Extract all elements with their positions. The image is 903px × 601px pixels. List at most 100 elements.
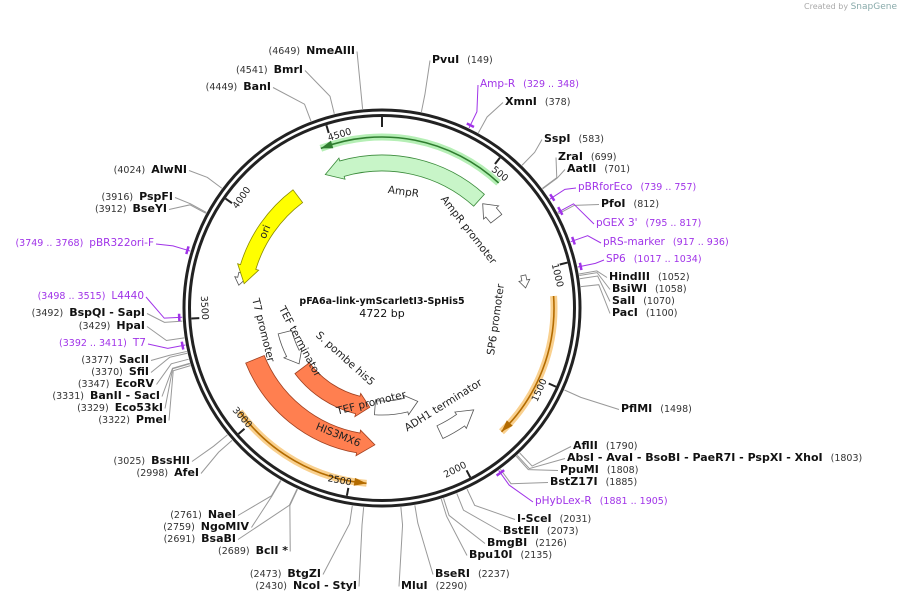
enzyme-site-label[interactable]: (3429) HpaI [79,319,145,332]
tick-label: 2500 [327,473,353,488]
enzyme-site-label[interactable]: BmgBI (2126) [487,536,567,549]
primer-label[interactable]: (3749 .. 3768) pBR322ori-F [15,237,154,249]
tick-mark [345,487,350,496]
enzyme-site-label[interactable]: (3377) SacII [81,353,149,366]
site-leader-line [322,505,353,575]
feature-label-sp6-promoter[interactable]: SP6 promoter [485,283,507,356]
tick-label: 3500 [198,296,210,321]
feature-ampr[interactable] [324,154,485,207]
enzyme-site-label[interactable]: (2689) BclI * [218,544,288,557]
cut-position: (1885) [606,477,638,488]
primer-leader-line [498,470,534,503]
enzyme-site-label[interactable]: SspI (583) [544,132,604,145]
feature-label-ampr[interactable]: AmpR [387,184,420,200]
enzyme-site-label[interactable]: BseRI (2237) [435,567,510,580]
enzyme-site-label[interactable]: PacI (1100) [612,306,677,319]
enzyme-site-label[interactable]: BstZ17I (1885) [550,475,637,488]
feature-tef-terminator[interactable] [277,329,303,365]
enzyme-site-label[interactable]: (4024) AlwNI [114,163,187,176]
enzyme-name: ZraI [558,150,583,163]
enzyme-site-label[interactable]: ZraI (699) [558,150,616,163]
enzyme-name: PflMI [621,402,652,415]
snapgene-logo: SnapGene [850,2,897,12]
enzyme-site-label[interactable]: (3492) BspQI - SapI [32,306,145,319]
enzyme-site-label[interactable]: (3347) EcoRV [78,377,155,390]
enzyme-site-label[interactable]: (3329) Eco53kI [77,401,163,414]
primer-range: (3392 .. 3411) [59,338,127,349]
enzyme-site-label[interactable]: (3322) PmeI [98,413,167,426]
primer-leader-line [570,235,602,244]
feature-sp6-promoter[interactable] [518,274,531,289]
enzyme-site-label[interactable]: (4541) BmrI [236,63,303,76]
enzyme-site-label[interactable]: AatII (701) [567,162,630,175]
enzyme-site-label[interactable]: (2430) NcoI - StyI [255,579,357,592]
enzyme-site-label[interactable]: SalI (1070) [612,294,675,307]
enzyme-site-label[interactable]: PvuI (149) [432,53,493,66]
site-leader-line [168,204,207,214]
enzyme-site-label[interactable]: (2761) NaeI [170,508,236,521]
primer-range: (917 .. 936) [673,237,729,248]
primer-range: (1017 .. 1034) [634,254,702,265]
primer-label[interactable]: (3392 .. 3411) T7 [59,337,146,349]
feature-s-pombe-his5[interactable] [294,362,371,418]
primer-label[interactable]: Amp-R (329 .. 348) [480,78,579,90]
primer-label[interactable]: pGEX 3' (795 .. 817) [596,217,701,229]
feature-his3mx6[interactable] [245,355,376,457]
cut-position: (1058) [655,284,687,295]
site-leader-line [516,455,566,470]
cut-position: (2126) [535,538,567,549]
feature-label-t7-promoter[interactable]: T7 promoter [249,296,277,364]
enzyme-site-label[interactable]: PfoI (812) [601,197,659,210]
cut-position: (149) [467,55,493,66]
cut-position: (3916) [102,192,134,203]
site-leader-line [168,365,191,421]
primer-leader-line [145,296,183,319]
cut-position: (3492) [32,308,64,319]
enzyme-site-label[interactable]: (2473) BtgZI [250,567,321,580]
enzyme-site-label[interactable]: (3331) BanII - SacI [52,389,160,402]
enzyme-site-label[interactable]: (3912) BseYI [95,202,167,215]
primer-label[interactable]: SP6 (1017 .. 1034) [606,253,702,265]
primer-label[interactable]: pRS-marker (917 .. 936) [603,236,729,248]
enzyme-name: BmgBI [487,536,527,549]
enzyme-name: EcoRV [115,377,154,390]
enzyme-site-label[interactable]: BsiWI (1058) [612,282,687,295]
feature-tef-promoter[interactable] [374,394,419,416]
enzyme-site-label[interactable]: (4649) NmeAIII [268,44,355,57]
features [234,154,531,457]
primer-label[interactable]: (3498 .. 3515) L4440 [38,290,144,302]
feature-ori[interactable] [236,189,304,285]
enzyme-name: BanI [243,80,271,93]
primer-label[interactable]: pBRforEco (739 .. 757) [578,181,696,193]
enzyme-site-label[interactable]: PpuMI (1808) [560,463,638,476]
enzyme-site-label[interactable]: HindIII (1052) [609,270,690,283]
enzyme-site-label[interactable]: XmnI (378) [505,95,570,108]
enzyme-site-label[interactable]: I-SceI (2031) [517,512,591,525]
cut-position: (1070) [643,296,675,307]
cut-position: (583) [578,134,604,145]
enzyme-site-label[interactable]: (2998) AfeI [137,466,199,479]
highlight-arrowhead-icon [353,477,367,486]
feature-label-ori[interactable]: ori [257,223,273,240]
enzyme-site-label[interactable]: Bpu10I (2135) [469,548,552,561]
cut-position: (3370) [91,367,123,378]
enzyme-site-label[interactable]: (4449) BanI [206,80,271,93]
enzyme-site-label[interactable]: AbsI - AvaI - BsoBI - PaeR7I - PspXI - X… [567,451,862,464]
site-leader-line [251,480,282,528]
plasmid-length: 4722 bp [359,307,404,320]
enzyme-site-label[interactable]: (2759) NgoMIV [163,520,249,533]
cut-position: (3329) [77,403,109,414]
enzyme-site-label[interactable]: (3370) SfiI [91,365,149,378]
primer-label[interactable]: pHybLex-R (1881 .. 1905) [535,495,668,507]
enzyme-site-label[interactable]: (2691) BsaBI [164,532,236,545]
enzyme-site-label[interactable]: AflII (1790) [573,439,637,452]
enzyme-site-label[interactable]: (3916) PspFI [102,190,174,203]
enzyme-site-label[interactable]: MluI (2290) [401,579,467,592]
enzyme-site-label[interactable]: BstEII (2073) [503,524,578,537]
enzyme-site-label[interactable]: (3025) BssHII [114,454,190,467]
feature-adh1-terminator[interactable] [436,409,475,440]
enzyme-site-label[interactable]: PflMI (1498) [621,402,692,415]
primer-leader-line [147,343,186,349]
enzyme-name: AflII [573,439,598,452]
feature-ampr-promoter[interactable] [482,203,503,224]
